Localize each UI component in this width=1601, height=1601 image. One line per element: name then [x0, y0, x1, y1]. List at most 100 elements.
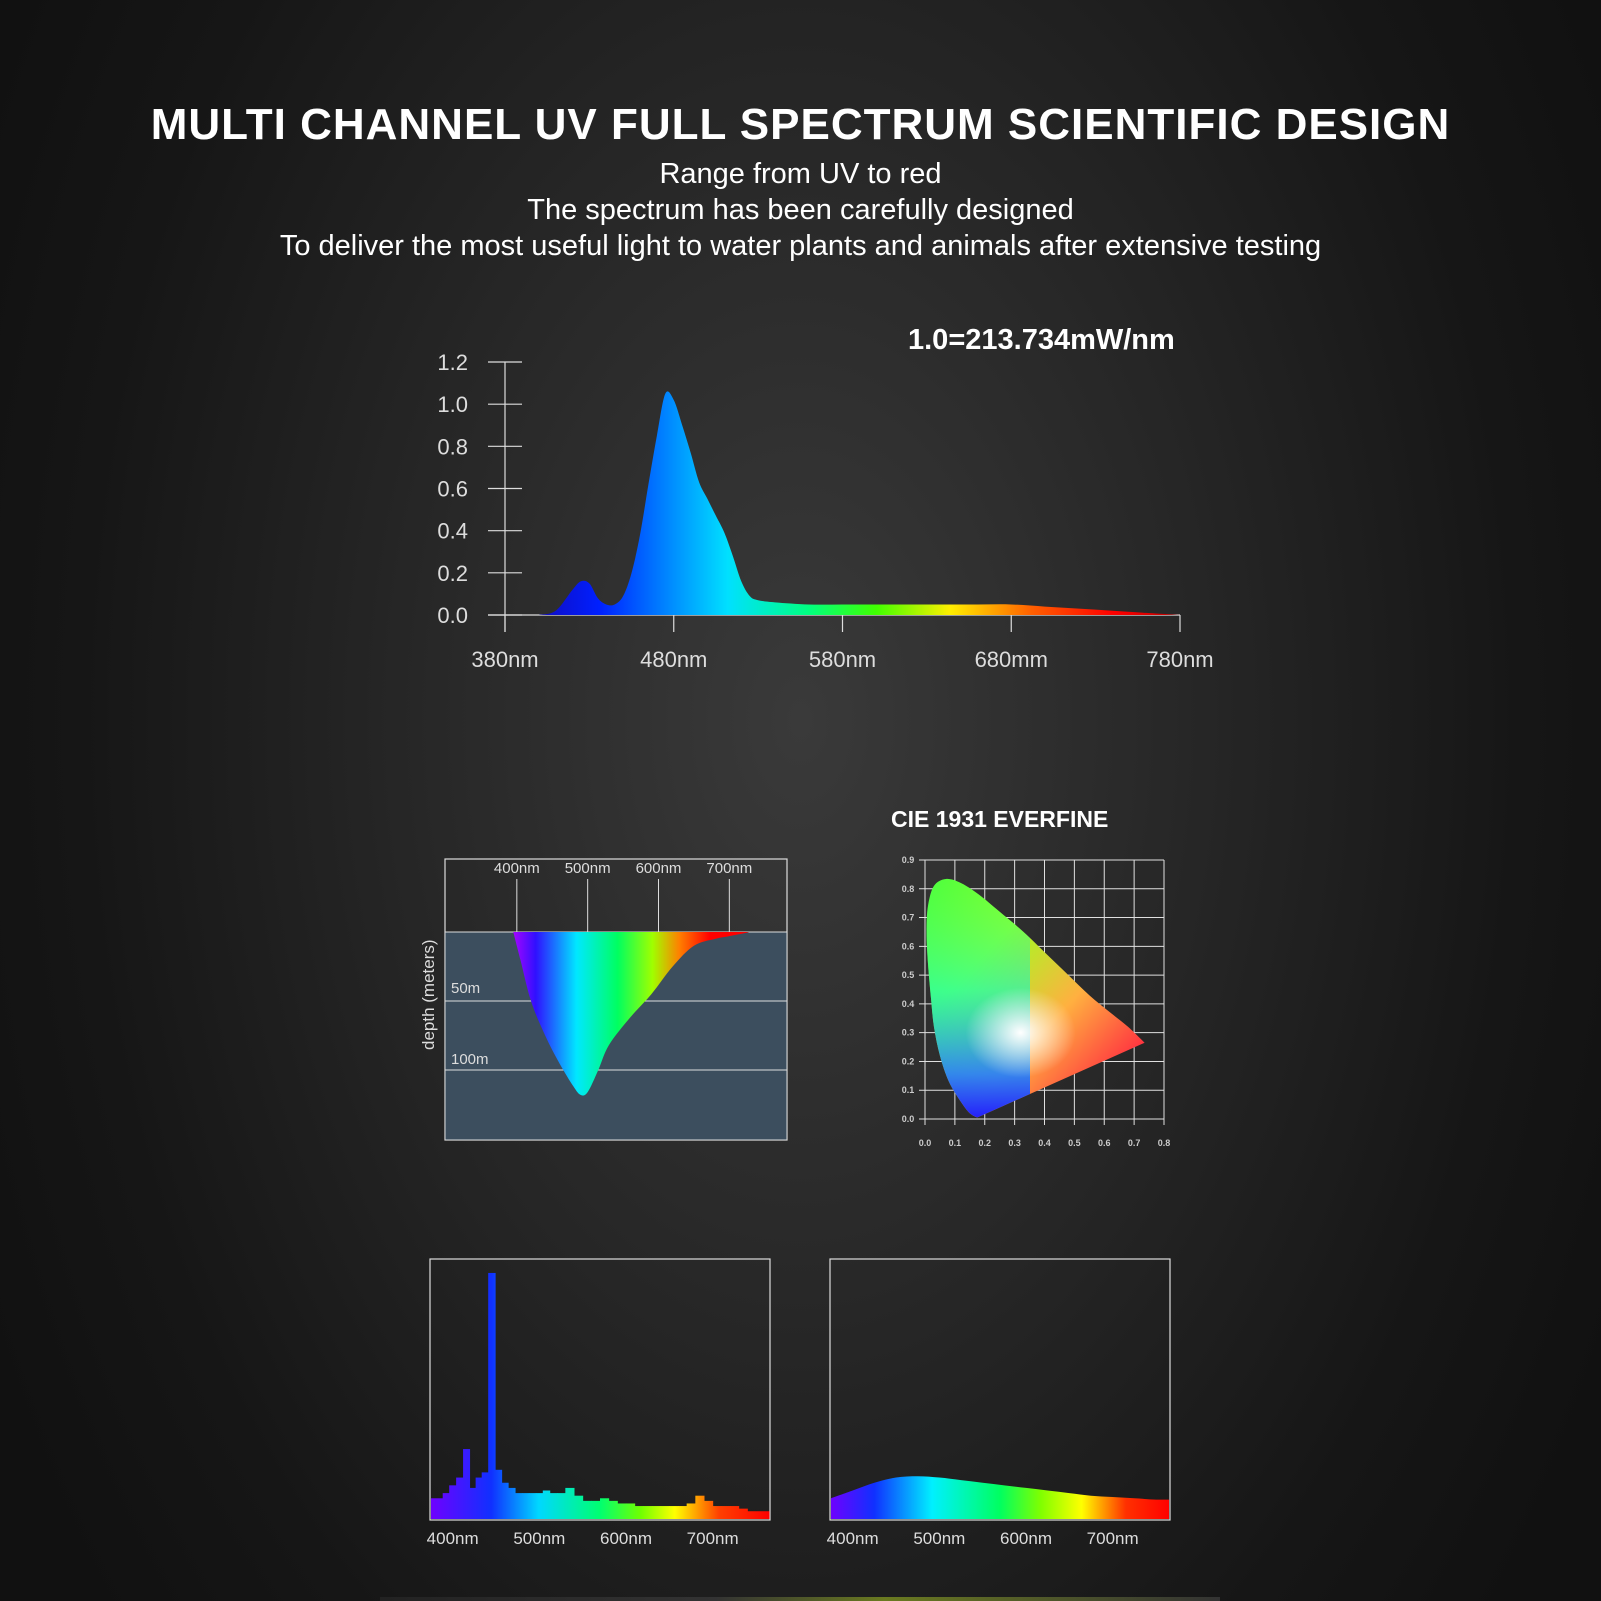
cie-x-tick-label: 0.5 [1068, 1138, 1081, 1148]
bar-x-tick-label: 600nm [600, 1529, 652, 1548]
bar-x-tick-label: 700nm [687, 1529, 739, 1548]
spectrum-bar [721, 1506, 731, 1519]
main-chart-annotation: 1.0=213.734mW/nm [908, 324, 1175, 356]
water-chart-frame [444, 858, 788, 1141]
spectrum-bar [463, 1449, 471, 1519]
main-spectrum-area [538, 391, 1180, 615]
water-chart-ticks: 400nm 500nm 600nm 700nm [494, 860, 752, 932]
bar-spectrum-bars [431, 1272, 770, 1519]
continuous-x-tick-label: 500nm [913, 1529, 965, 1548]
water-penetration-area [513, 932, 750, 1096]
subtitle-line-3: To deliver the most useful light to wate… [279, 230, 1322, 262]
main-y-tick-label: 0.6 [437, 477, 468, 502]
spectrum-bar [712, 1506, 722, 1519]
spectrum-bar [442, 1493, 450, 1519]
subtitle-line-2: The spectrum has been carefully designed [527, 194, 1074, 226]
spectrum-bar [508, 1487, 516, 1519]
cie-y-tick-label: 0.7 [902, 913, 915, 923]
spectrum-bar [565, 1487, 575, 1519]
spectrum-bar [495, 1469, 503, 1519]
water-ylabel: depth (meters) [419, 939, 438, 1050]
cie-y-tick-label: 0.1 [902, 1085, 915, 1095]
cie-y-tick-label: 0.0 [902, 1114, 915, 1124]
bar-chart-ticks: 400nm 500nm 600nm 700nm [427, 1529, 739, 1548]
spectrum-bar [626, 1503, 636, 1519]
main-y-tick-label: 0.4 [437, 519, 468, 544]
page-title: MULTI CHANNEL UV FULL SPECTRUM SCIENTIFI… [150, 100, 1451, 149]
spectrum-bar [704, 1500, 714, 1519]
spectrum-bar [528, 1493, 537, 1519]
continuous-x-tick-label: 700nm [1087, 1529, 1139, 1548]
spectrum-bar [678, 1506, 688, 1519]
cie-x-tick-label: 0.3 [1008, 1138, 1021, 1148]
spectrum-bar [608, 1500, 618, 1519]
bottom-stripe [380, 1597, 1220, 1601]
main-y-tick-label: 0.2 [437, 561, 468, 586]
spectrum-bar [515, 1493, 523, 1519]
cie-y-tick-label: 0.5 [902, 970, 915, 980]
cie-x-tick-label: 0.6 [1098, 1138, 1111, 1148]
bar-chart-frame [429, 1258, 771, 1521]
water-x-tick-label: 700nm [706, 860, 752, 877]
cie-chart-title: CIE 1931 EVERFINE [891, 806, 1108, 832]
spectrum-bar [634, 1506, 644, 1519]
cie-y-tick-label: 0.8 [902, 884, 915, 894]
spectrum-bar [730, 1506, 740, 1519]
main-y-tick-label: 0.8 [437, 434, 468, 459]
water-x-tick-label: 600nm [636, 860, 682, 877]
main-x-tick-label: 580nm [809, 647, 876, 672]
spectrum-bar [591, 1500, 601, 1519]
main-x-tick-label: 380nm [471, 647, 538, 672]
cie-x-tick-label: 0.2 [978, 1138, 991, 1148]
spectrum-bar [600, 1498, 610, 1519]
cie-y-tick-label: 0.6 [902, 941, 915, 951]
spectrum-bar [669, 1506, 679, 1519]
cie-gamut [926, 878, 1145, 1118]
main-x-tick-label: 680mm [975, 647, 1048, 672]
subtitle-line-1: Range from UV to red [659, 158, 942, 190]
bar-x-tick-label: 500nm [513, 1529, 565, 1548]
spectrum-bar [660, 1506, 670, 1519]
cie-x-tick-label: 0.1 [949, 1138, 962, 1148]
main-y-tick-label: 0.0 [437, 603, 468, 628]
main-y-tick-label: 1.2 [437, 350, 468, 375]
spectrum-bar [501, 1482, 509, 1519]
continuous-x-tick-label: 600nm [1000, 1529, 1052, 1548]
cie-x-tick-label: 0.0 [919, 1138, 932, 1148]
cie-x-tick-label: 0.4 [1038, 1138, 1051, 1148]
water-x-tick-label: 500nm [565, 860, 611, 877]
cie-white-point [965, 987, 1076, 1078]
spectrum-bar [542, 1490, 551, 1519]
cie-y-tick-label: 0.2 [902, 1056, 915, 1066]
spectrum-bar [738, 1508, 748, 1519]
spectrum-bar [695, 1495, 705, 1519]
bar-x-tick-label: 400nm [427, 1529, 479, 1548]
continuous-x-tick-label: 400nm [827, 1529, 879, 1548]
spectrum-bar [747, 1511, 770, 1519]
water-depth-label-100m: 100m [451, 1051, 489, 1068]
spectrum-bar [449, 1485, 457, 1519]
main-chart-axes: 0.0 0.2 0.4 0.6 0.8 1.0 1.2 380nm 480nm 580nm 680m… [437, 350, 1213, 672]
spectrum-bar [582, 1500, 592, 1519]
cie-x-tick-label: 0.7 [1128, 1138, 1141, 1148]
spectrum-bar [557, 1493, 566, 1519]
cie-y-tick-label: 0.4 [902, 999, 915, 1009]
cie-x-tick-label: 0.8 [1158, 1138, 1171, 1148]
main-x-tick-label: 480nm [640, 647, 707, 672]
continuous-spectrum-area [831, 1476, 1169, 1519]
spectrum-bar [469, 1487, 477, 1519]
main-x-tick-label: 780nm [1146, 647, 1213, 672]
spectrum-bar [643, 1506, 653, 1519]
main-y-tick-label: 1.0 [437, 392, 468, 417]
spectrum-bar [549, 1493, 558, 1519]
water-x-tick-label: 400nm [494, 860, 540, 877]
spectrum-bar [617, 1503, 627, 1519]
spectrum-bar [456, 1477, 464, 1519]
continuous-chart-frame [829, 1258, 1171, 1521]
continuous-chart-ticks: 400nm 500nm 600nm 700nm [827, 1529, 1139, 1548]
cie-y-tick-label: 0.9 [902, 855, 915, 865]
spectrum-bar [481, 1472, 489, 1519]
spectrum-bar [686, 1503, 696, 1519]
spectrum-bar [652, 1506, 662, 1519]
